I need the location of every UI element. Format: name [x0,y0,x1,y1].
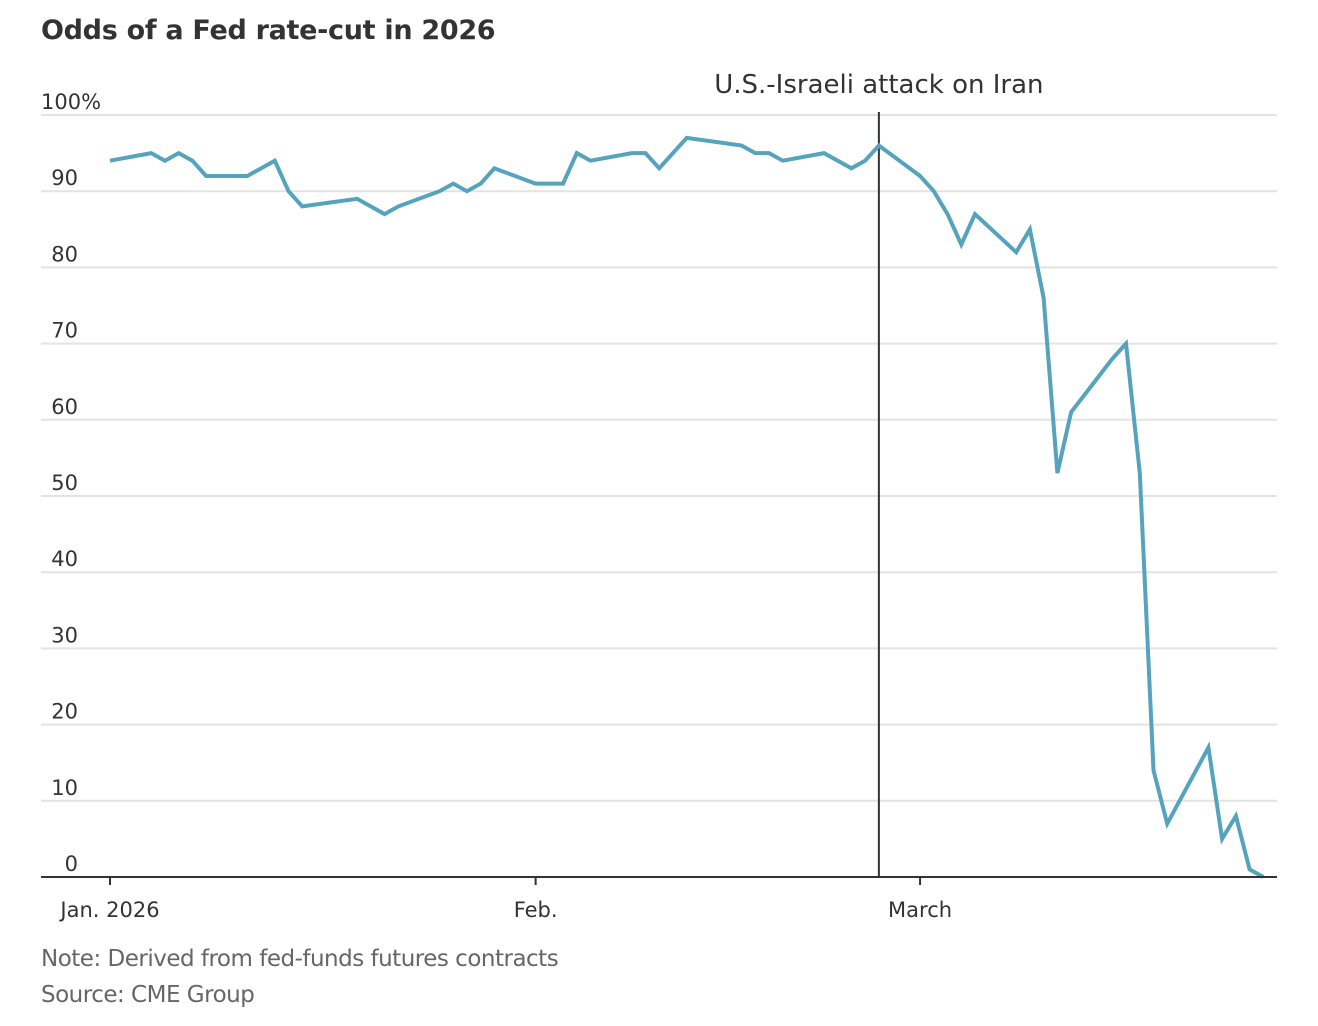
y-tick-label: 40 [51,547,78,571]
y-tick-label: 90 [51,166,78,190]
y-tick-label: 70 [51,319,78,343]
y-tick-label: 80 [51,242,78,266]
x-tick-label: March [888,898,952,922]
y-tick-label: 30 [51,623,78,647]
y-tick-label: 50 [51,471,78,495]
x-tick-label: Jan. 2026 [58,898,159,922]
chart-note: Note: Derived from fed-funds futures con… [41,946,559,972]
gridlines [41,114,1277,802]
y-tick-label: 100% [41,90,101,114]
y-axis-labels: 0 10 20 30 40 50 60 70 80 90 100% [41,90,101,876]
series-layer [109,135,1265,879]
x-tick-label: Feb. [514,898,558,922]
event-label: U.S.-Israeli attack on Iran [714,70,1043,100]
chart-title: Odds of a Fed rate-cut in 2026 [41,15,496,46]
x-axis: Jan. 2026 Feb. March [41,876,1277,922]
y-tick-label: 0 [65,852,78,876]
y-tick-label: 60 [51,395,78,419]
annotation-layer: U.S.-Israeli attack on Iran [714,70,1044,877]
line-chart: 0 10 20 30 40 50 60 70 80 90 100% U.S.-Israeli att… [41,70,1277,922]
y-tick-label: 10 [51,776,78,800]
chart-source: Source: CME Group [41,982,255,1008]
y-tick-label: 20 [51,700,78,724]
series-line [109,135,1265,879]
